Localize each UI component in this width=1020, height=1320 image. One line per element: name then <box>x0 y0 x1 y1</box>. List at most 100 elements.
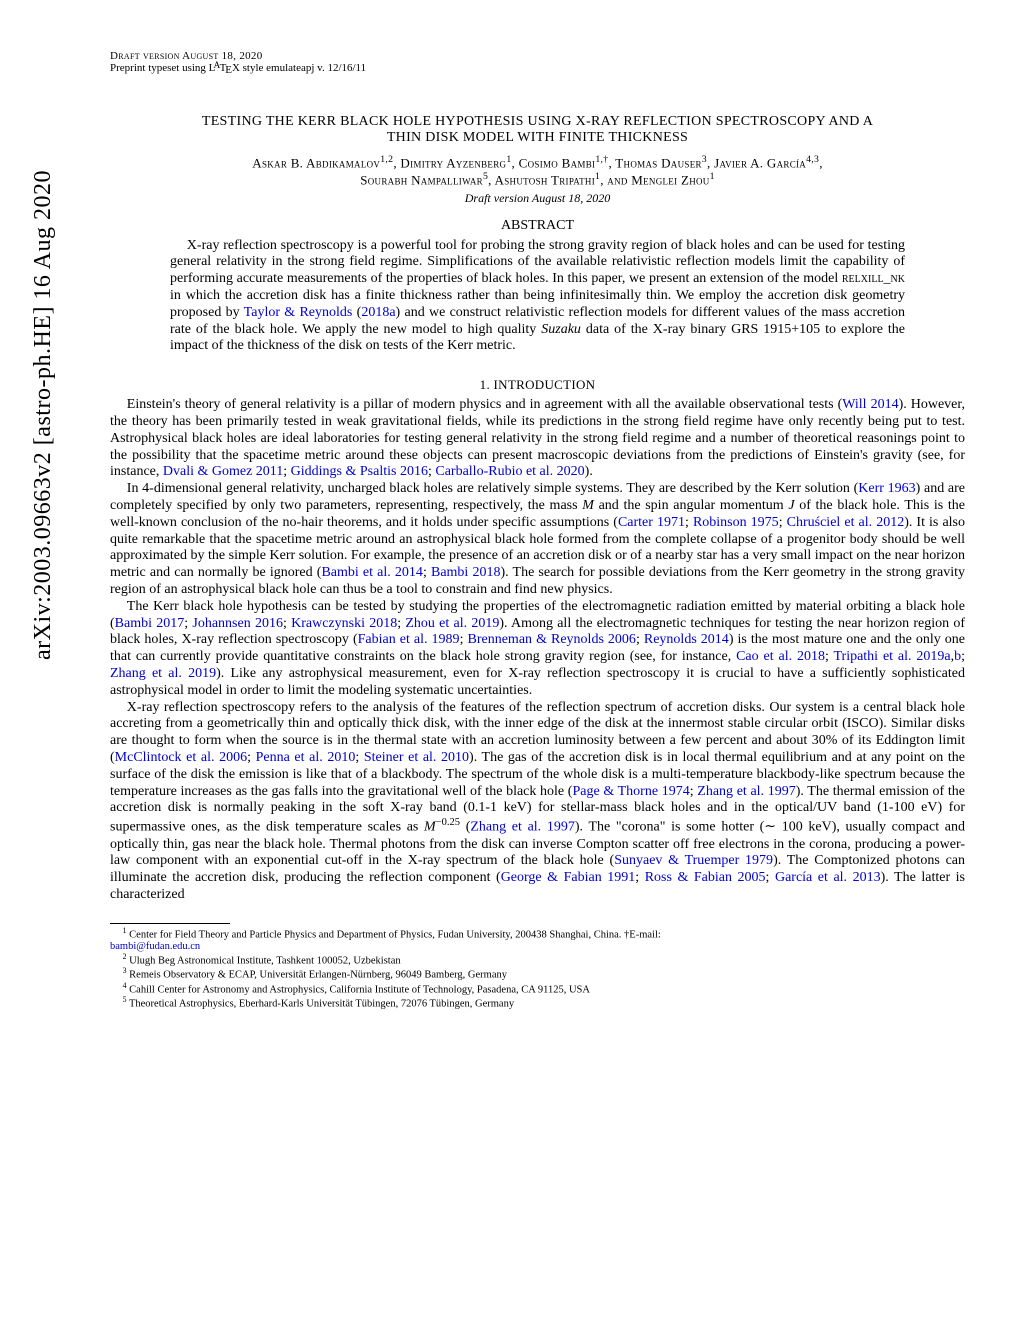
ref-steiner[interactable]: Steiner et al. 2010 <box>364 750 469 765</box>
ref-bambi2018[interactable]: Bambi 2018 <box>431 565 500 580</box>
ref-cao2018[interactable]: Cao et al. 2018 <box>736 649 825 664</box>
footnote-4-text: Cahill Center for Astronomy and Astrophy… <box>129 984 590 995</box>
footnote-3-text: Remeis Observatory & ECAP, Universität E… <box>129 970 507 981</box>
p3-t6: ; <box>460 632 468 647</box>
author-5: , Javier A. García <box>707 155 806 170</box>
title-line2: THIN DISK MODEL WITH FINITE THICKNESS <box>110 130 965 146</box>
footnote-4: 4 Cahill Center for Astronomy and Astrop… <box>110 981 965 996</box>
draft-date: Draft version August 18, 2020 <box>110 191 965 206</box>
ref-garcia2013[interactable]: García et al. 2013 <box>775 870 881 885</box>
draft-version-header: Draft version August 18, 2020 <box>110 50 965 62</box>
aff-1: 1,2 <box>380 154 393 165</box>
ref-carballo[interactable]: Carballo-Rubio et al. 2020 <box>435 464 584 479</box>
ref-carter[interactable]: Carter 1971 <box>618 515 685 530</box>
ref-reynolds2014[interactable]: Reynolds 2014 <box>644 632 729 647</box>
ref-brenneman[interactable]: Brenneman & Reynolds 2006 <box>468 632 636 647</box>
abstract-body: X-ray reflection spectroscopy is a power… <box>170 238 905 356</box>
author-1: Askar B. Abdikamalov <box>252 155 380 170</box>
ref-penna[interactable]: Penna et al. 2010 <box>256 750 356 765</box>
ref-kerr1963[interactable]: Kerr 1963 <box>858 481 915 496</box>
footnote-rule <box>110 923 230 924</box>
suzaku-italic: Suzaku <box>541 322 581 337</box>
author-2: , Dimitry Ayzenberg <box>393 155 506 170</box>
email-link[interactable]: bambi@fudan.edu.cn <box>110 941 200 952</box>
p1-t1: Einstein's theory of general relativity … <box>127 397 842 412</box>
p2-t8: ; <box>423 565 431 580</box>
ref-zhang1997b[interactable]: Zhang et al. 1997 <box>470 820 575 835</box>
mass-m: M <box>582 498 594 513</box>
paragraph-4: X-ray reflection spectroscopy refers to … <box>110 700 965 904</box>
author-3: , Cosimo Bambi <box>512 155 596 170</box>
ref-george-fabian[interactable]: George & Fabian 1991 <box>501 870 636 885</box>
paragraph-3: The Kerr black hole hypothesis can be te… <box>110 599 965 700</box>
footnote-5: 5 Theoretical Astrophysics, Eberhard-Kar… <box>110 995 965 1010</box>
footnote-2-text: Ulugh Beg Astronomical Institute, Tashke… <box>129 955 400 966</box>
p4-t11: ; <box>766 870 775 885</box>
p3-t7: ; <box>636 632 644 647</box>
author-list: Askar B. Abdikamalov1,2, Dimitry Ayzenbe… <box>110 154 965 189</box>
abs-t1: X-ray reflection spectroscopy is a power… <box>170 238 905 287</box>
ref-fabian1989[interactable]: Fabian et al. 1989 <box>358 632 460 647</box>
ref-dvali[interactable]: Dvali & Gomez 2011 <box>163 464 283 479</box>
exponent: −0.25 <box>436 817 460 828</box>
footnote-2: 2 Ulugh Beg Astronomical Institute, Tash… <box>110 952 965 967</box>
footnotes: 1 Center for Field Theory and Particle P… <box>110 916 965 1010</box>
p4-t3: ; <box>355 750 364 765</box>
arxiv-identifier: arXiv:2003.09663v2 [astro-ph.HE] 16 Aug … <box>30 170 57 660</box>
footnote-1-text: Center for Field Theory and Particle Phy… <box>129 930 661 941</box>
p2-t6: ; <box>779 515 787 530</box>
paper-title: TESTING THE KERR BLACK HOLE HYPOTHESIS U… <box>110 114 965 146</box>
ref-bambi2017[interactable]: Bambi 2017 <box>115 616 185 631</box>
p4-t10: ; <box>635 870 644 885</box>
ref-zhang2019[interactable]: Zhang et al. 2019 <box>110 666 216 681</box>
preprint-line: Preprint typeset using LATEX style emula… <box>110 62 965 74</box>
footnote-1: 1 Center for Field Theory and Particle P… <box>110 926 965 941</box>
ref-will2014[interactable]: Will 2014 <box>842 397 898 412</box>
title-line1: TESTING THE KERR BLACK HOLE HYPOTHESIS U… <box>110 114 965 130</box>
ref-tripathi[interactable]: Tripathi et al. 2019a <box>833 649 950 664</box>
author-8: , and Menglei Zhou <box>600 173 709 188</box>
ref-mcclintock[interactable]: McClintock et al. 2006 <box>115 750 247 765</box>
footnote-5-text: Theoretical Astrophysics, Eberhard-Karls… <box>129 999 514 1010</box>
abs-nbsp: ( <box>352 305 361 320</box>
p3-t3: ; <box>283 616 291 631</box>
p3-t12: ). Like any astrophysical measurement, e… <box>110 666 965 698</box>
latex-e-sub: E <box>225 64 232 76</box>
footnote-1-email: bambi@fudan.edu.cn <box>110 941 965 952</box>
ref-robinson[interactable]: Robinson 1975 <box>693 515 779 530</box>
ref-sunyaev[interactable]: Sunyaev & Truemper 1979 <box>614 853 773 868</box>
paragraph-1: Einstein's theory of general relativity … <box>110 397 965 481</box>
ref-krawczynski[interactable]: Krawczynski 2018 <box>291 616 397 631</box>
ref-year-2018a[interactable]: 2018a <box>361 305 395 320</box>
ref-taylor-reynolds[interactable]: Taylor & Reynolds <box>244 305 353 320</box>
relxill-model: relxill_nk <box>842 271 905 286</box>
p2-t1: In 4-dimensional general relativity, unc… <box>127 481 858 496</box>
ref-zhang1997[interactable]: Zhang et al. 1997 <box>697 784 795 799</box>
ref-johannsen[interactable]: Johannsen 2016 <box>192 616 283 631</box>
p2-t5: ; <box>685 515 693 530</box>
p4-t7: ( <box>460 820 470 835</box>
author-7: , Ashutosh Tripathi <box>488 173 595 188</box>
ref-bambi2014[interactable]: Bambi et al. 2014 <box>321 565 422 580</box>
preprint-end: X style emulateapj v. 12/16/11 <box>232 62 366 74</box>
latex-a: A <box>214 61 221 71</box>
section-1-heading: 1. INTRODUCTION <box>110 377 965 393</box>
page-content: Draft version August 18, 2020 Preprint t… <box>110 50 965 1300</box>
ref-giddings[interactable]: Giddings & Psaltis 2016 <box>291 464 428 479</box>
p2-t3: and the spin angular momentum <box>594 498 788 513</box>
p1-t3: ; <box>283 464 290 479</box>
author-6: Sourabh Nampalliwar <box>360 173 483 188</box>
ref-zhou2019[interactable]: Zhou et al. 2019 <box>405 616 499 631</box>
p3-t11: ; <box>961 649 965 664</box>
mass-exp-m: M <box>424 820 436 835</box>
aff-3: 1,† <box>595 154 608 165</box>
p4-t2: ; <box>247 750 256 765</box>
abstract-heading: ABSTRACT <box>110 218 965 234</box>
comma-5: , <box>819 155 823 170</box>
p1-t5: ). <box>585 464 593 479</box>
ref-ross-fabian[interactable]: Ross & Fabian 2005 <box>645 870 766 885</box>
ref-page-thorne[interactable]: Page & Thorne 1974 <box>572 784 689 799</box>
preprint-prefix: Preprint typeset using L <box>110 62 215 74</box>
ref-chrusciel[interactable]: Chruściel et al. 2012 <box>787 515 905 530</box>
footnote-3: 3 Remeis Observatory & ECAP, Universität… <box>110 966 965 981</box>
